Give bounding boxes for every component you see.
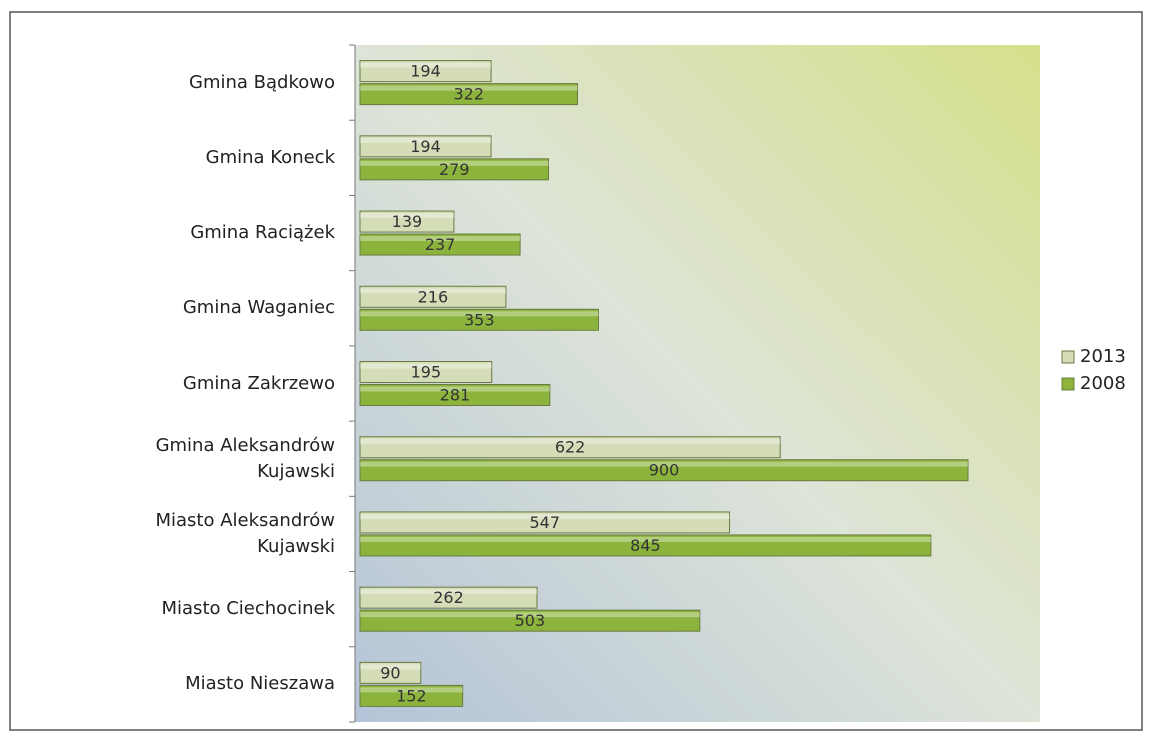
- bar: [359, 285, 507, 308]
- bar-shine: [360, 236, 521, 242]
- data-label: 279: [439, 160, 470, 179]
- bar: [359, 158, 549, 181]
- bar: [359, 511, 731, 534]
- bar-shine: [360, 687, 463, 693]
- data-label: 262: [433, 588, 464, 607]
- bar-shine: [360, 213, 454, 219]
- data-label: 194: [410, 62, 441, 81]
- data-label: 900: [649, 461, 680, 480]
- legend-label: 2008: [1080, 373, 1126, 394]
- category-label: Gmina Waganiec: [182, 297, 335, 319]
- bar-shine: [360, 62, 492, 68]
- bar: [359, 459, 969, 482]
- bar: [359, 60, 492, 83]
- bar: [359, 308, 599, 331]
- bar-shine: [360, 612, 700, 618]
- bar: [359, 534, 932, 557]
- bar-shine: [360, 461, 968, 467]
- data-label: 216: [418, 287, 449, 306]
- category-label: Gmina Koneck: [205, 146, 335, 168]
- bar-shine: [360, 664, 421, 670]
- data-label: 845: [630, 536, 661, 555]
- bar: [359, 83, 579, 106]
- bar: [359, 210, 455, 233]
- legend-label: 2013: [1080, 346, 1126, 367]
- data-label: 322: [453, 85, 484, 104]
- bar: [359, 661, 422, 684]
- bar-shine: [360, 363, 492, 369]
- bar-shine: [360, 311, 599, 317]
- data-label: 353: [464, 310, 495, 329]
- category-label: Miasto Nieszawa: [185, 673, 335, 695]
- data-label: 237: [425, 235, 456, 254]
- data-label: 547: [529, 513, 560, 532]
- data-label: 194: [410, 137, 441, 156]
- data-label: 139: [392, 212, 423, 231]
- bar-shine: [360, 85, 578, 91]
- legend-swatch: [1061, 350, 1075, 364]
- bar: [359, 684, 464, 707]
- category-label: Miasto Ciechocinek: [161, 598, 336, 620]
- category-label: Miasto Aleksandrów Kujawski: [155, 509, 335, 557]
- bar-shine: [360, 288, 506, 294]
- bar-shine: [360, 536, 931, 542]
- data-label: 90: [380, 663, 400, 682]
- bar-shine: [360, 160, 549, 166]
- bar: [359, 233, 521, 256]
- category-label: Gmina Raciążek: [190, 222, 335, 244]
- bar-shine: [360, 386, 550, 392]
- bar: [359, 361, 493, 383]
- data-label: 152: [396, 686, 427, 705]
- bar-shine: [360, 438, 781, 444]
- legend-swatch: [1061, 377, 1075, 391]
- category-label: Gmina Aleksandrów Kujawski: [155, 434, 335, 482]
- bar-shine: [360, 513, 730, 519]
- plot-area: [355, 45, 1040, 722]
- bar: [359, 135, 492, 158]
- data-label: 503: [515, 611, 546, 630]
- bar: [359, 609, 701, 632]
- category-label: Gmina Zakrzewo: [182, 372, 335, 394]
- category-label: Gmina Bądkowo: [189, 71, 335, 93]
- data-label: 195: [411, 363, 442, 382]
- data-label: 622: [555, 438, 586, 457]
- bar: [359, 436, 781, 459]
- bar: [359, 586, 538, 609]
- bar: [359, 384, 551, 406]
- data-label: 281: [440, 386, 471, 405]
- bar-shine: [360, 137, 492, 143]
- bar-shine: [360, 589, 537, 595]
